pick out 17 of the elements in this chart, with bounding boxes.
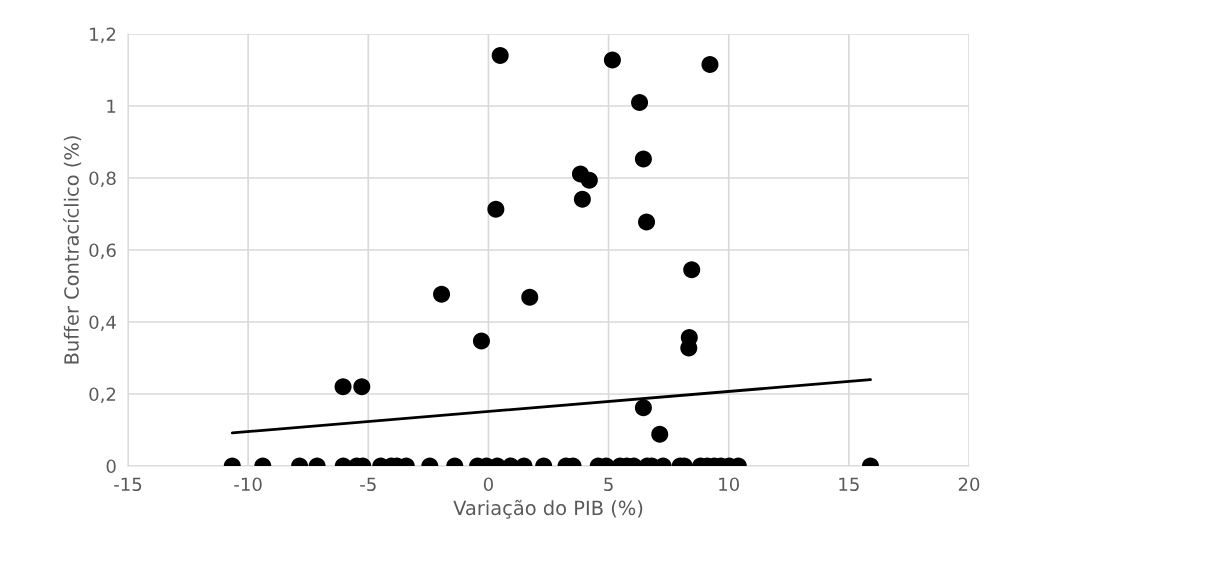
x-tick-label: 5 [604,477,613,492]
x-tick-label: 10 [719,477,739,492]
x-tick-label: -10 [234,477,262,492]
y-tick-label: 0,2 [89,387,116,403]
x-tick-label: 20 [958,477,980,492]
y-tick-label: 0,4 [89,315,116,331]
y-axis-title: Buffer Contracíclico (%) [63,136,82,364]
x-tick-label: -5 [360,477,376,492]
x-tick-label: -15 [114,477,142,492]
y-tick-label: 1,2 [90,27,116,43]
y-tick-label: 1 [107,99,116,113]
x-tick-label: 15 [839,477,859,492]
y-tick-label: 0 [106,459,116,474]
y-tick-label: 0,8 [89,171,116,187]
x-tick-label: 0 [483,477,493,492]
x-axis-title: Variação do PIB (%) [453,499,643,519]
y-tick-label: 0,6 [89,243,116,259]
